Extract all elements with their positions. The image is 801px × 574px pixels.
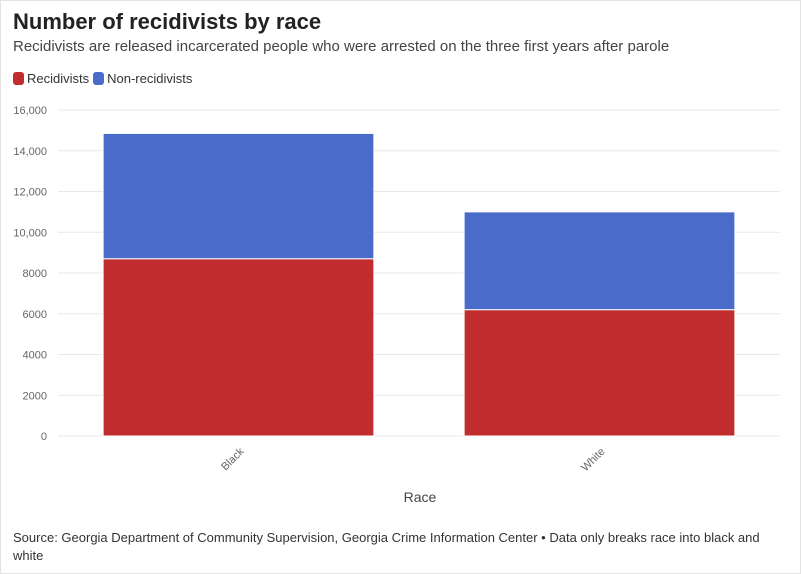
y-tick-label: 6000 bbox=[23, 309, 47, 321]
legend-label-recidivists: Recidivists bbox=[27, 71, 90, 86]
y-tick-label: 2000 bbox=[23, 390, 47, 402]
legend-swatch-non-recidivists bbox=[93, 72, 105, 85]
chart-title: Number of recidivists by race bbox=[13, 9, 322, 34]
y-tick-label: 14,000 bbox=[13, 146, 47, 158]
bar-white-non-recidivists[interactable] bbox=[463, 211, 736, 311]
legend-label-non-recidivists: Non-recidivists bbox=[107, 71, 193, 86]
x-axis-label: Race bbox=[404, 489, 437, 505]
y-tick-label: 10,000 bbox=[13, 227, 47, 239]
y-tick-label: 12,000 bbox=[13, 187, 47, 199]
bars bbox=[102, 132, 736, 437]
legend-swatch-recidivists bbox=[13, 72, 24, 85]
x-tick-label-black: Black bbox=[219, 445, 247, 473]
legend-item-recidivists[interactable]: Recidivists bbox=[13, 71, 89, 86]
legend: Recidivists Non-recidivists bbox=[13, 71, 196, 86]
legend-item-non-recidivists[interactable]: Non-recidivists bbox=[93, 71, 192, 86]
chart-subtitle: Recidivists are released incarcerated pe… bbox=[13, 38, 670, 55]
y-tick-label: 0 bbox=[41, 431, 47, 443]
x-tick-label-white: White bbox=[579, 446, 607, 474]
y-tick-label: 4000 bbox=[23, 350, 47, 362]
x-axis-ticks: Black White bbox=[219, 445, 608, 474]
bar-black-recidivists[interactable] bbox=[102, 258, 375, 437]
y-tick-label: 8000 bbox=[23, 268, 47, 280]
bar-white-recidivists[interactable] bbox=[463, 309, 736, 437]
y-tick-label: 16,000 bbox=[13, 105, 47, 117]
source-note: Source: Georgia Department of Community … bbox=[13, 530, 760, 563]
bar-black-non-recidivists[interactable] bbox=[102, 132, 375, 260]
y-axis-ticks: 0 2000 4000 6000 8000 10,000 12,000 14,000 16,00… bbox=[13, 105, 47, 443]
